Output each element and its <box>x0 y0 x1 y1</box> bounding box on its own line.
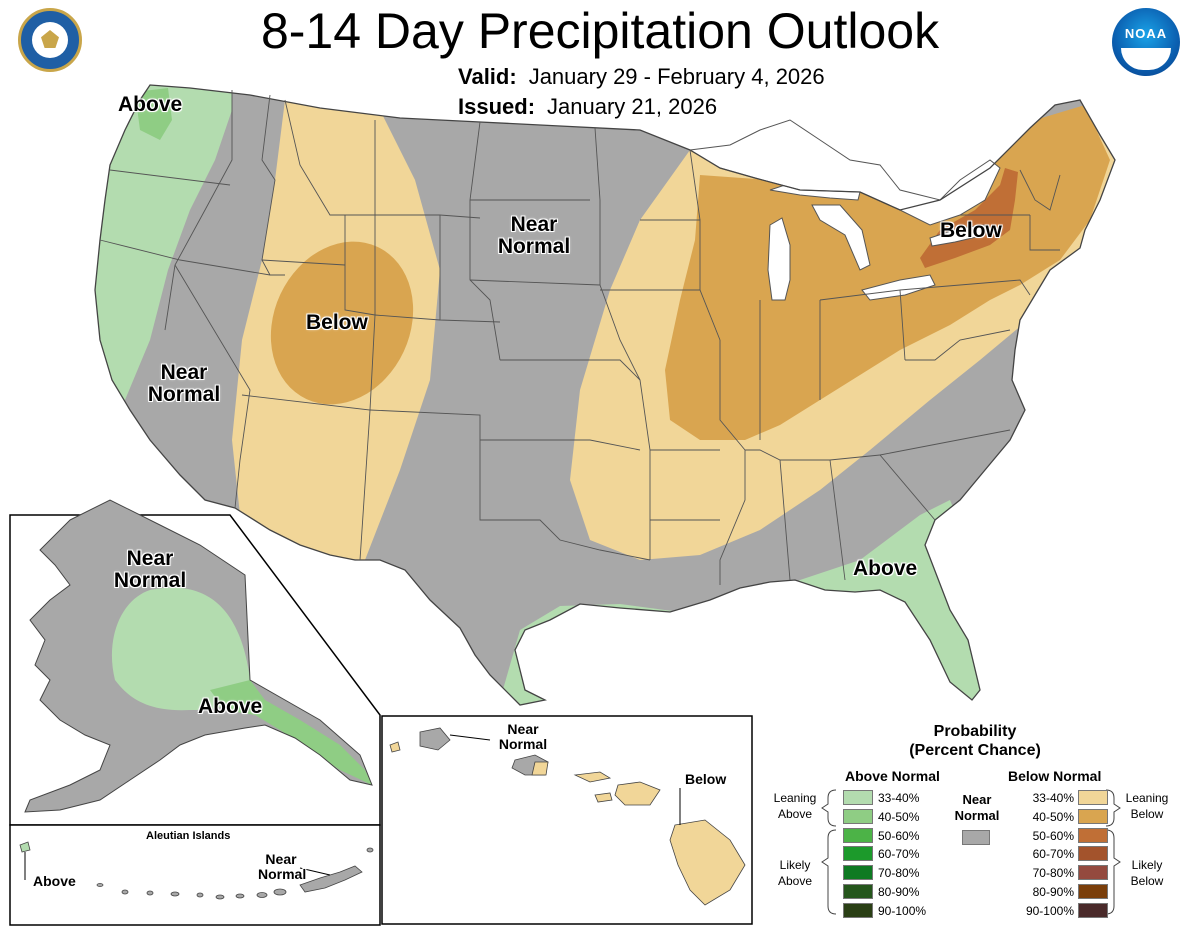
legend-title: Probability (Percent Chance) <box>909 723 1041 760</box>
legend-likely-below: Likely Below <box>1130 858 1164 888</box>
valid-line: Valid: January 29 - February 4, 2026 <box>458 64 825 90</box>
legend-likely-above: Likely Above <box>777 858 813 888</box>
label-above-southeast: Above <box>853 557 918 580</box>
legend-above-header: Above Normal <box>845 768 940 784</box>
legend-above-range-4: 70-80% <box>878 866 920 881</box>
legend-near-normal-label: Near Normal <box>954 792 1000 824</box>
legend-above-swatch-2 <box>843 827 873 843</box>
legend-above-range-3: 60-70% <box>878 847 920 862</box>
label-alaska-above: Above <box>198 695 263 718</box>
legend-near-normal-swatch <box>962 830 990 845</box>
label-near-normal-west: Near Normal <box>147 361 221 407</box>
label-aleutian-title: Aleutian Islands <box>146 830 231 842</box>
noaa-logo: NOAA <box>1112 8 1180 76</box>
issued-line: Issued: January 21, 2026 <box>458 94 717 120</box>
legend-below-swatch-3 <box>1078 846 1108 862</box>
above-olympic-region <box>135 88 172 140</box>
legend-above-swatch-0 <box>843 790 873 805</box>
legend-leaning-below: Leaning Below <box>1125 791 1169 821</box>
legend-above-range-1: 40-50% <box>878 809 920 824</box>
label-aleutian-above: Above <box>33 873 76 889</box>
label-near-normal-central: Near Normal <box>497 213 571 259</box>
legend-leaning-above: Leaning Above <box>773 791 817 821</box>
noaa-bird-icon <box>1121 48 1171 70</box>
hawaii-inset <box>381 715 753 925</box>
legend-below-swatch-2 <box>1078 827 1108 843</box>
legend-above-range-2: 50-60% <box>878 828 920 843</box>
issued-label: Issued: <box>458 94 536 119</box>
legend-brackets <box>821 789 1121 915</box>
issued-date: January 21, 2026 <box>547 94 718 119</box>
label-below-east: Below <box>940 219 1002 242</box>
commerce-seal-logo <box>18 8 82 72</box>
legend-below-range-2: 50-60% <box>1032 828 1074 843</box>
legend-below-swatch-5 <box>1078 884 1108 899</box>
legend-above-swatch-3 <box>843 846 873 862</box>
state-borders <box>99 90 1061 585</box>
legend-above-range-5: 80-90% <box>878 885 920 899</box>
valid-label: Valid: <box>458 64 517 89</box>
legend-below-swatch-6 <box>1078 902 1108 918</box>
valid-dates: January 29 - February 4, 2026 <box>528 64 825 89</box>
legend-below-range-5: 80-90% <box>1032 885 1074 899</box>
below-west-medium-region <box>270 241 414 405</box>
legend-below-swatch-4 <box>1078 865 1108 881</box>
legend-below-range-1: 40-50% <box>1032 809 1074 824</box>
noaa-logo-text: NOAA <box>1124 26 1168 41</box>
legend-below-range-6: 90-100% <box>1025 903 1074 918</box>
legend-below-range-0: 33-40% <box>1032 791 1074 805</box>
legend-above-range-0: 33-40% <box>878 791 920 805</box>
above-west-coast-region <box>95 85 232 420</box>
label-alaska-near-normal: Near Normal <box>113 547 187 593</box>
label-hawaii-below: Below <box>685 771 727 787</box>
legend-below-swatch-0 <box>1078 790 1108 805</box>
legend-above-swatch-6 <box>843 902 873 918</box>
label-hawaii-near-normal: Near Normal <box>498 721 548 752</box>
legend-below-range-4: 70-80% <box>1032 866 1074 881</box>
label-above-nw: Above <box>118 93 183 116</box>
legend-below-header: Below Normal <box>1008 768 1102 784</box>
legend-below-swatch-1 <box>1078 808 1108 824</box>
map-title: 8-14 Day Precipitation Outlook <box>260 3 940 59</box>
label-below-west: Below <box>306 311 368 334</box>
legend-above-swatch-5 <box>843 884 873 899</box>
alaska-inset <box>9 499 381 926</box>
label-aleutian-near-normal: Near Normal <box>258 851 307 882</box>
legend-above-swatch-1 <box>843 808 873 824</box>
legend-below-range-3: 60-70% <box>1032 847 1074 862</box>
eagle-icon <box>41 30 59 48</box>
legend-above-range-6: 90-100% <box>878 903 927 918</box>
legend-above-swatch-4 <box>843 865 873 881</box>
